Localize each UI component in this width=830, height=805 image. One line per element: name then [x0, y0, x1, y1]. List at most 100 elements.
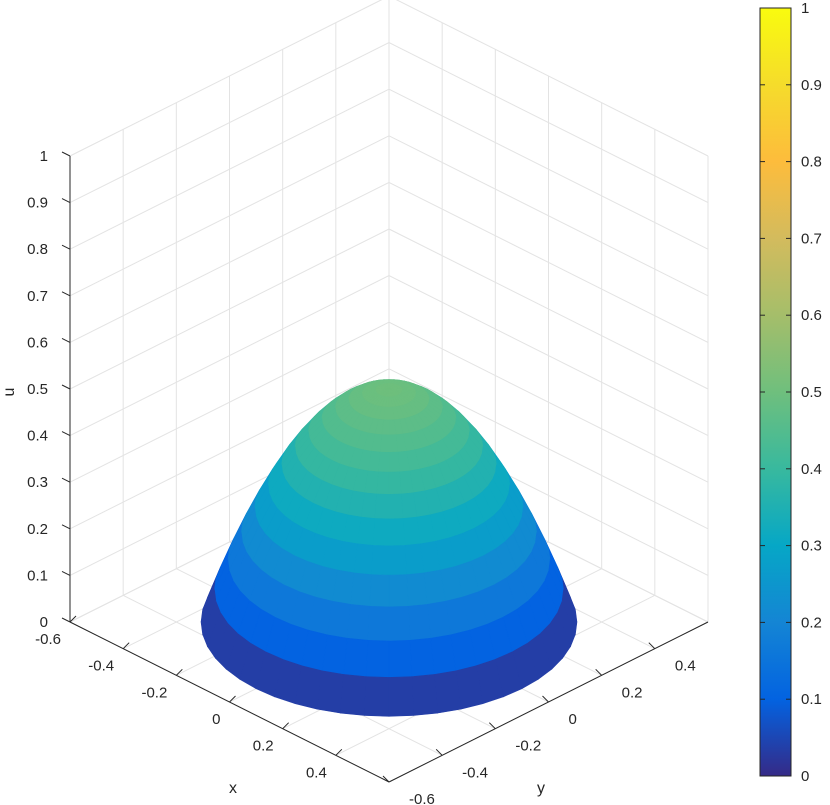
axis-labels: x y u	[1, 388, 545, 797]
surface-patch	[367, 605, 390, 642]
x-tick-label: -0.6	[35, 631, 61, 648]
wall-grid-line	[69, 42, 390, 204]
wall-grid-line	[388, 88, 709, 250]
y-axis-label: y	[537, 780, 545, 797]
colorbar-gradient	[759, 7, 792, 777]
surface	[200, 379, 578, 717]
z-axis-label: u	[1, 388, 18, 397]
z-tick-label: 0.5	[27, 381, 48, 398]
surface-patch	[353, 543, 374, 575]
y-tick-label: -0.4	[462, 764, 488, 781]
x-axis-label: x	[229, 780, 237, 797]
surface-patch	[388, 639, 413, 678]
wall-grid-line	[388, 368, 709, 530]
surface-patch	[376, 471, 390, 495]
colorbar-tick-label: 1	[801, 0, 809, 17]
z-tick	[61, 477, 71, 483]
x-tick	[282, 722, 290, 730]
surface-patch	[388, 518, 406, 547]
surface-patch	[406, 572, 428, 607]
z-tick	[61, 244, 71, 250]
surface-patch	[369, 574, 390, 608]
surface-patch	[316, 670, 345, 714]
wall-grid-line	[388, 321, 709, 483]
surface-patch	[388, 471, 402, 495]
y-tick-label: 0.4	[675, 658, 696, 675]
z-tick	[61, 384, 71, 390]
surface-patch	[388, 676, 414, 717]
y-tick	[435, 748, 443, 756]
wall-grid-line	[69, 275, 390, 437]
z-tick	[61, 337, 71, 343]
colorbar: 0 0.1 0.2 0.3 0.4 0.5 0.6 0.7 0.8 0.9 1	[759, 0, 822, 785]
surface-patch	[343, 637, 369, 678]
surface-patch	[374, 493, 390, 520]
surface-patch	[388, 574, 409, 608]
wall-grid-line	[395, 0, 709, 157]
colorbar-tick-label: 0.2	[801, 614, 822, 631]
x-tick-label: 0.4	[306, 764, 327, 781]
colorbar-tick-label: 0.6	[801, 307, 822, 324]
wall-grid-line	[69, 181, 390, 343]
surface-patch	[388, 451, 400, 473]
z-tick	[61, 524, 71, 530]
y-tick	[648, 642, 656, 650]
z-tick	[61, 291, 71, 297]
wall-grid-line	[388, 42, 709, 204]
z-tick-label: 0.7	[27, 288, 48, 305]
z-tick-label: 0.3	[27, 474, 48, 491]
z-tick	[61, 151, 71, 157]
wall-grid-line	[388, 275, 709, 437]
x-tick	[229, 695, 236, 703]
surface-patch	[372, 518, 390, 547]
surface-patch	[346, 604, 371, 641]
y-tick-label: -0.2	[515, 738, 541, 755]
x-tick-label: -0.2	[141, 684, 167, 701]
surface-patch	[388, 545, 407, 576]
colorbar-tick-label: 0.1	[801, 691, 822, 708]
z-tick-label: 0.9	[27, 195, 48, 212]
z-tick-label: 0.6	[27, 334, 48, 351]
colorbar-tick-label: 0	[801, 768, 809, 785]
y-tick	[382, 775, 390, 783]
colorbar-tick-label: 0.3	[801, 538, 822, 555]
surface-patch	[350, 572, 372, 607]
wall-grid-line	[69, 135, 390, 297]
surface-patch	[388, 434, 399, 453]
wall-grid-line	[69, 228, 390, 390]
z-tick-label: 1	[40, 148, 48, 165]
z-tick-label: 0	[40, 614, 48, 631]
colorbar-tick-label: 0.8	[801, 154, 822, 171]
surface-patch	[340, 674, 367, 716]
colorbar-tick-label: 0.7	[801, 230, 822, 247]
wall-grid-line	[69, 368, 390, 530]
z-tick	[61, 198, 71, 204]
surface-patch	[365, 639, 390, 678]
x-tick	[122, 642, 130, 650]
surface-patch	[379, 434, 390, 453]
x-tick	[175, 668, 183, 676]
surface-patch	[433, 670, 462, 714]
surface-patch	[409, 637, 435, 678]
wall-grid-line	[69, 321, 390, 483]
colorbar-tick-label: 0.9	[801, 77, 822, 94]
z-tick-label: 0.1	[27, 567, 48, 584]
x-tick-label: 0.2	[253, 738, 274, 755]
x-tick	[335, 748, 343, 756]
wall-grid-line	[388, 228, 709, 390]
z-tick-label: 0.4	[27, 428, 48, 445]
z-tick	[61, 617, 71, 623]
x-tick-label: 0	[212, 711, 220, 728]
y-tick-label: 0	[569, 711, 577, 728]
surface-patch	[407, 604, 432, 641]
z-tick	[61, 431, 71, 437]
wall-grid-line	[69, 88, 390, 250]
x-tick-label: -0.4	[88, 658, 114, 675]
z-tick	[61, 570, 71, 576]
surface-patch	[378, 451, 390, 473]
colorbar-tick-label: 0.4	[801, 461, 822, 478]
x-tick	[69, 615, 77, 623]
surface-patch	[411, 674, 438, 716]
wall-grid-line	[388, 181, 709, 343]
